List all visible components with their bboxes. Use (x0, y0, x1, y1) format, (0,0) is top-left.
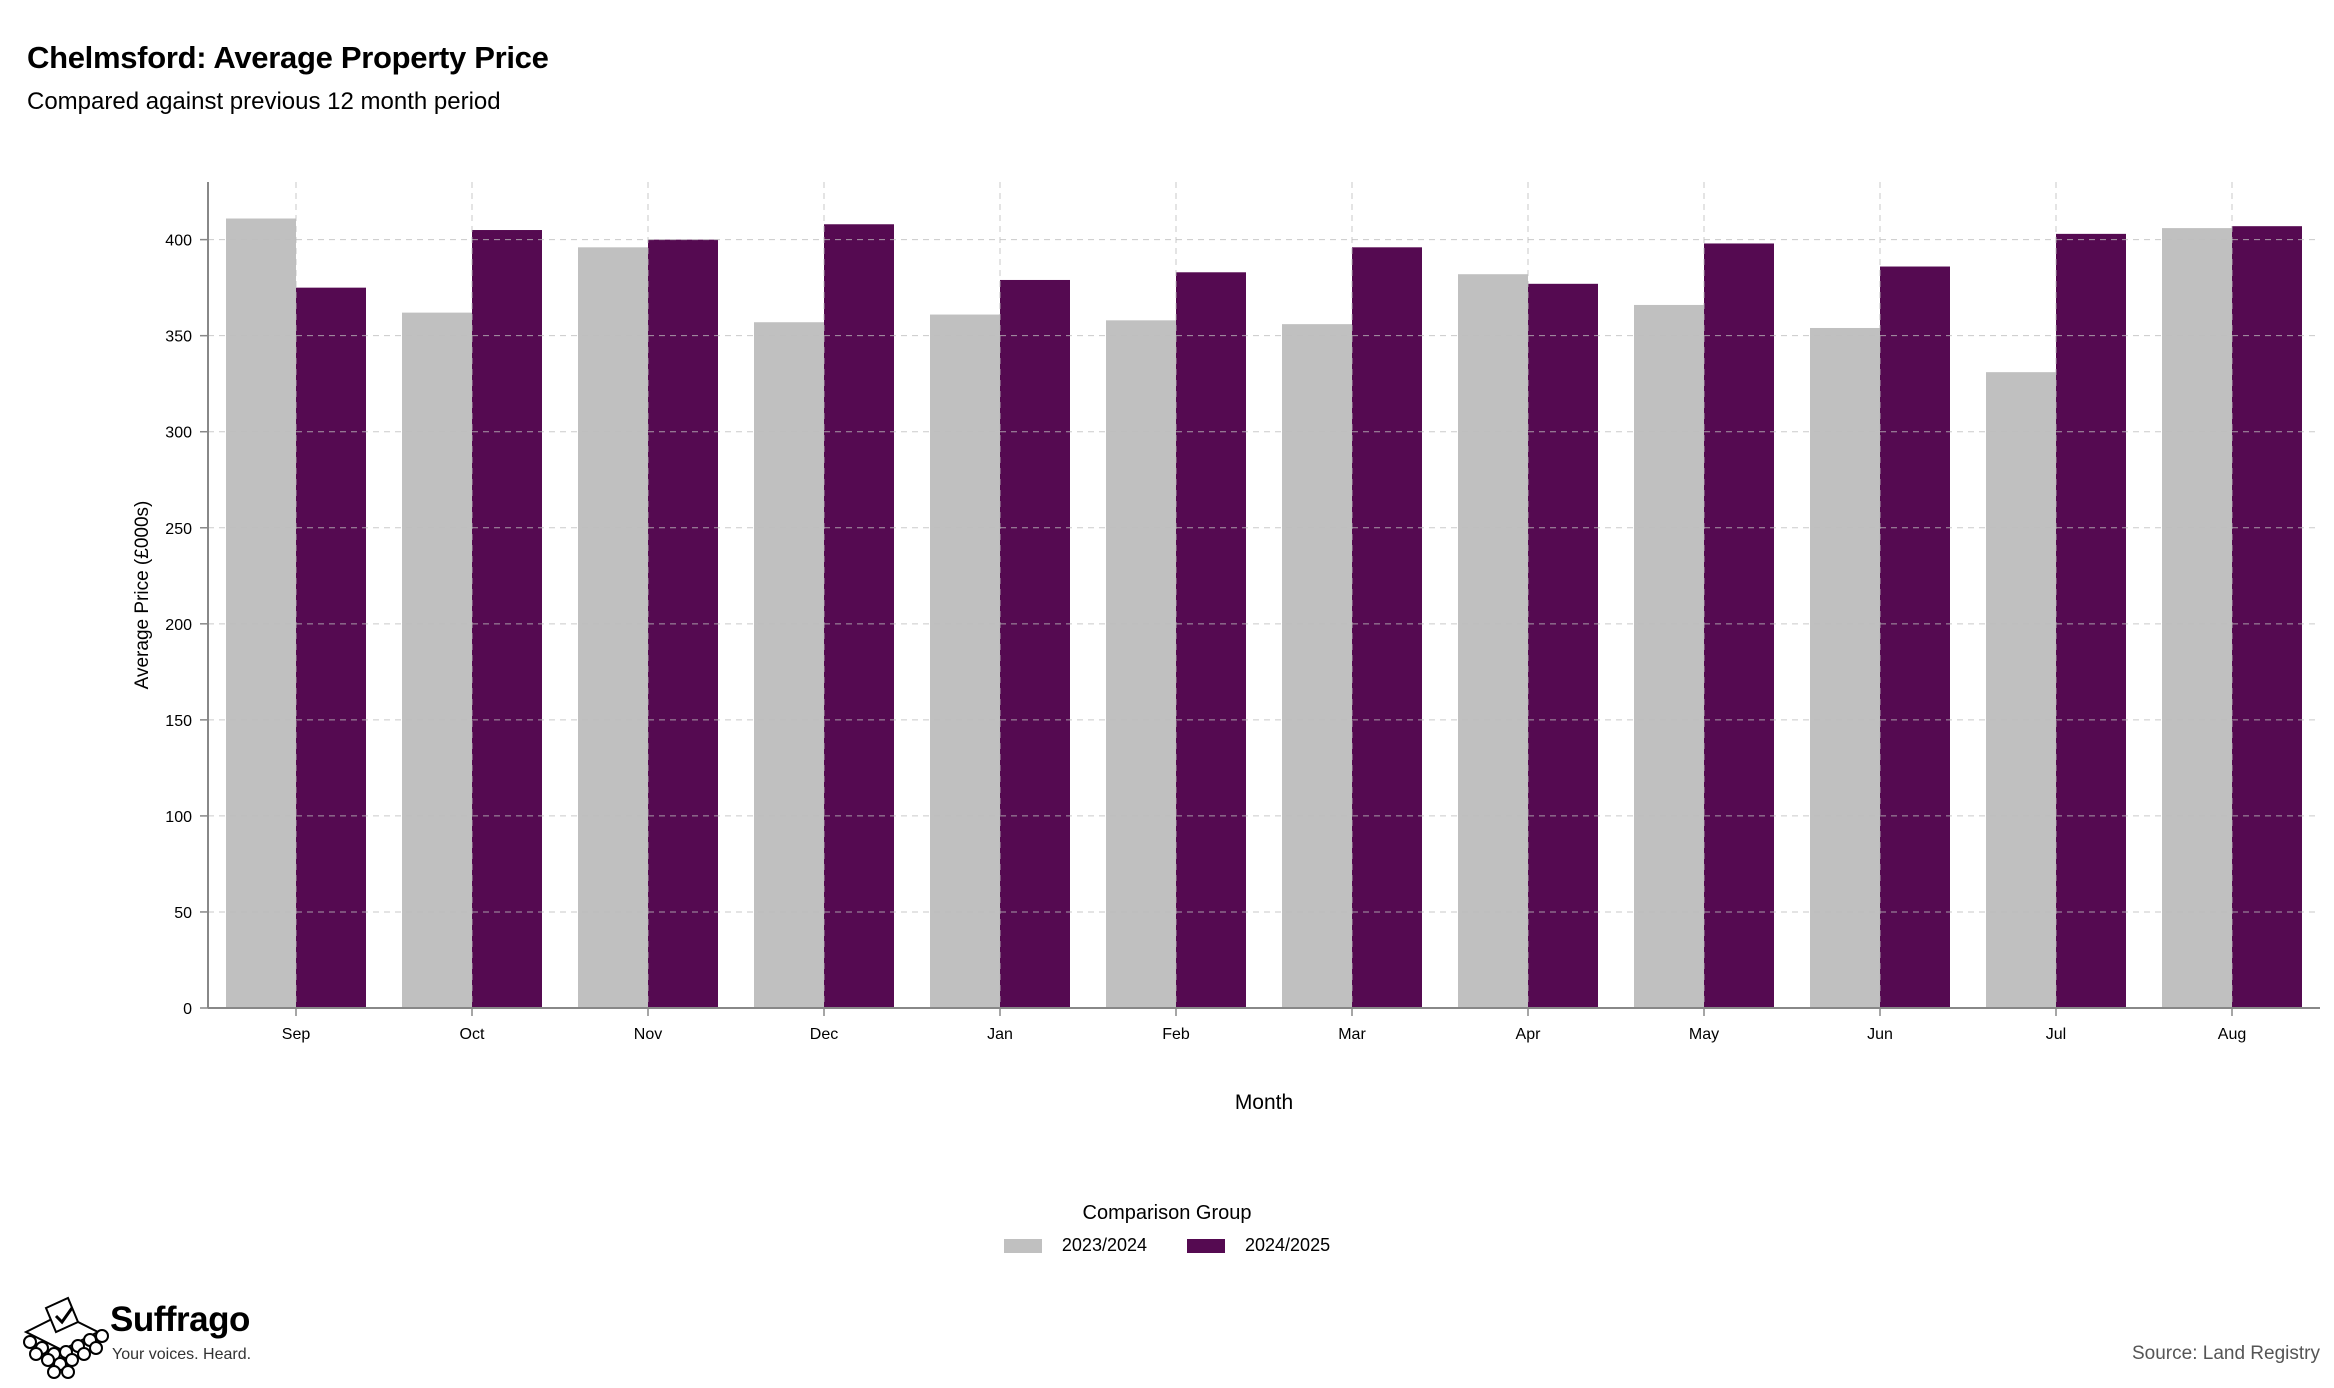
bar-prev (1458, 274, 1528, 1008)
y-tick-label: 200 (165, 617, 192, 634)
legend: Comparison Group 2023/2024 2024/2025 (0, 1202, 2334, 1256)
bar-curr (1176, 272, 1246, 1009)
y-tick-label: 0 (183, 1001, 192, 1018)
legend-item: 2024/2025 (1187, 1235, 1330, 1256)
bar-curr (1352, 247, 1422, 1008)
y-tick-label: 250 (165, 521, 192, 538)
bar-curr (472, 230, 542, 1008)
legend-items: 2023/2024 2024/2025 (0, 1235, 2334, 1256)
x-axis-label: Month (1235, 1091, 1293, 1114)
bar-prev (930, 314, 1000, 1008)
x-tick-label: Nov (634, 1026, 662, 1043)
bar-curr (1000, 279, 1070, 1009)
chart-subtitle: Compared against previous 12 month perio… (27, 88, 501, 115)
bar-prev (1282, 324, 1352, 1009)
y-tick-label: 150 (165, 713, 192, 730)
legend-label: 2023/2024 (1061, 1235, 1147, 1255)
x-tick-label: Jan (987, 1026, 1013, 1043)
legend-swatch (1187, 1238, 1225, 1253)
bar-prev (1810, 327, 1880, 1008)
y-tick-label: 100 (165, 809, 192, 826)
x-tick-label: Jul (2046, 1026, 2066, 1043)
y-tick-label: 50 (174, 905, 192, 922)
x-tick-label: May (1689, 1026, 1719, 1043)
bar-prev (1986, 372, 2056, 1008)
bar-prev (226, 218, 296, 1008)
suffrago-logo-icon (23, 1296, 109, 1379)
legend-item: 2023/2024 (1003, 1235, 1147, 1256)
brand-tagline: Your voices. Heard. (112, 1346, 252, 1363)
y-axis-label: Average Price (£000s) (132, 501, 153, 690)
y-tick-label: 300 (165, 425, 192, 442)
x-tick-label: Apr (1516, 1026, 1542, 1043)
y-tick-label: 350 (165, 329, 192, 346)
x-tick-label: Dec (810, 1026, 838, 1043)
bar-prev (578, 247, 648, 1008)
bar-chart: 0 50 100 150 200 250 300 350 400 Sep Oct Nov Dec Jan F… (132, 182, 2320, 1114)
bar-prev (754, 322, 824, 1008)
bar-curr (1528, 283, 1598, 1008)
brand-name: Suffrago (110, 1300, 250, 1339)
bar-curr (2232, 226, 2302, 1008)
x-tick-label: Jun (1867, 1026, 1893, 1043)
bar-prev (1634, 304, 1704, 1008)
x-tick-label: Sep (282, 1026, 311, 1043)
bar-curr (2056, 233, 2126, 1008)
chart-title: Chelmsford: Average Property Price (27, 40, 549, 75)
x-tick-label: Mar (1338, 1026, 1366, 1043)
x-tick-label: Feb (1162, 1026, 1190, 1043)
x-tick-label: Aug (2218, 1026, 2246, 1043)
bar-curr (1880, 266, 1950, 1008)
bar-curr (296, 287, 366, 1009)
legend-label: 2024/2025 (1245, 1235, 1331, 1255)
source-note: Source: Land Registry (2132, 1343, 2320, 1364)
bar-prev (1106, 320, 1176, 1008)
x-tick-label: Oct (460, 1026, 485, 1043)
bar-prev (402, 312, 472, 1008)
bar-prev (2162, 228, 2232, 1009)
y-tick-label: 400 (165, 233, 192, 250)
bar-curr (824, 224, 894, 1008)
legend-swatch (1003, 1238, 1042, 1253)
bar-curr (1704, 243, 1774, 1008)
legend-title: Comparison Group (1082, 1202, 1252, 1224)
